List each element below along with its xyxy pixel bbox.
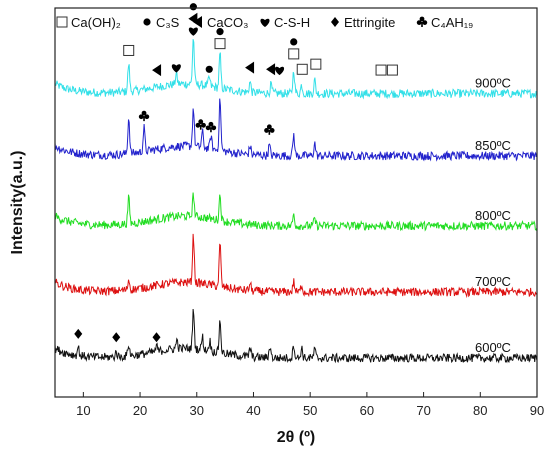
phase-markers <box>74 3 398 343</box>
square-icon <box>123 44 135 56</box>
triangle-left-icon <box>152 64 162 77</box>
x-tick-label: 60 <box>360 403 374 418</box>
legend-item: Ca(OH)₂ <box>56 15 121 30</box>
series-label: 850ºC <box>475 138 511 153</box>
club-icon <box>138 110 150 122</box>
x-axis-ticks: 10 20 30 40 50 60 70 80 90 <box>76 392 544 418</box>
legend-label: CaCO₃ <box>207 15 248 30</box>
y-axis-title: Intensity(a.u.) <box>9 150 26 254</box>
series-line <box>54 98 538 162</box>
x-tick-label: 70 <box>416 403 430 418</box>
heart-icon <box>171 64 181 73</box>
club-icon <box>264 124 275 135</box>
diamond-icon <box>112 332 121 343</box>
x-tick-label: 90 <box>530 403 544 418</box>
square-icon <box>56 16 68 28</box>
club-icon <box>205 121 217 133</box>
heart-icon <box>275 66 285 76</box>
x-tick-label: 30 <box>190 403 204 418</box>
series-line <box>54 308 538 364</box>
heart-icon <box>260 18 270 27</box>
legend-item: C₄AH₁₉ <box>416 15 473 30</box>
series-label: 700ºC <box>475 274 511 289</box>
triangle-left-icon <box>188 12 198 25</box>
legend-label: C-S-H <box>274 15 310 30</box>
plot-frame <box>54 7 538 398</box>
legend-label: Ettringite <box>344 15 395 30</box>
circle-icon <box>189 3 197 11</box>
club-icon <box>195 119 206 130</box>
triangle-left-icon <box>193 16 202 28</box>
circle-icon <box>216 28 224 36</box>
x-tick-label: 80 <box>473 403 487 418</box>
series-label: 900ºC <box>475 76 511 91</box>
diamond-icon <box>331 17 339 27</box>
x-tick-label: 50 <box>303 403 317 418</box>
legend: Ca(OH)₂ C₃S CaCO₃ C-S-H Ettringite C₄AH₁₉ <box>56 15 473 30</box>
square-icon <box>214 38 226 50</box>
series-label: 800ºC <box>475 208 511 223</box>
legend-item: C₃S <box>143 15 180 30</box>
club-icon <box>416 16 428 27</box>
legend-label: C₄AH₁₉ <box>431 15 473 30</box>
x-tick-label: 40 <box>246 403 260 418</box>
legend-label: C₃S <box>156 15 180 30</box>
circle-icon <box>290 38 298 46</box>
series-line <box>54 192 538 232</box>
legend-label: Ca(OH)₂ <box>71 15 121 30</box>
circle-icon <box>205 65 213 73</box>
square-icon <box>386 64 398 76</box>
triangle-left-icon <box>266 63 276 76</box>
series-label: 600ºC <box>475 340 511 355</box>
circle-icon <box>143 18 151 26</box>
x-tick-label: 20 <box>133 403 147 418</box>
legend-item: CaCO₃ <box>193 15 248 30</box>
x-tick-label: 10 <box>76 403 90 418</box>
square-icon <box>296 63 308 75</box>
series-line <box>54 39 538 100</box>
series-line <box>54 233 538 299</box>
square-icon <box>375 64 387 76</box>
diamond-icon <box>152 332 161 343</box>
series-labels: 900ºC 850ºC 800ºC 700ºC 600ºC <box>475 76 511 356</box>
square-icon <box>288 48 300 60</box>
heart-icon <box>188 27 198 36</box>
diamond-icon <box>74 328 83 339</box>
x-axis-title: 2θ (º) <box>277 429 316 446</box>
square-icon <box>310 58 322 70</box>
legend-item: C-S-H <box>260 15 310 30</box>
series-traces <box>54 39 538 364</box>
triangle-left-icon <box>245 61 255 74</box>
legend-item: Ettringite <box>331 15 395 30</box>
